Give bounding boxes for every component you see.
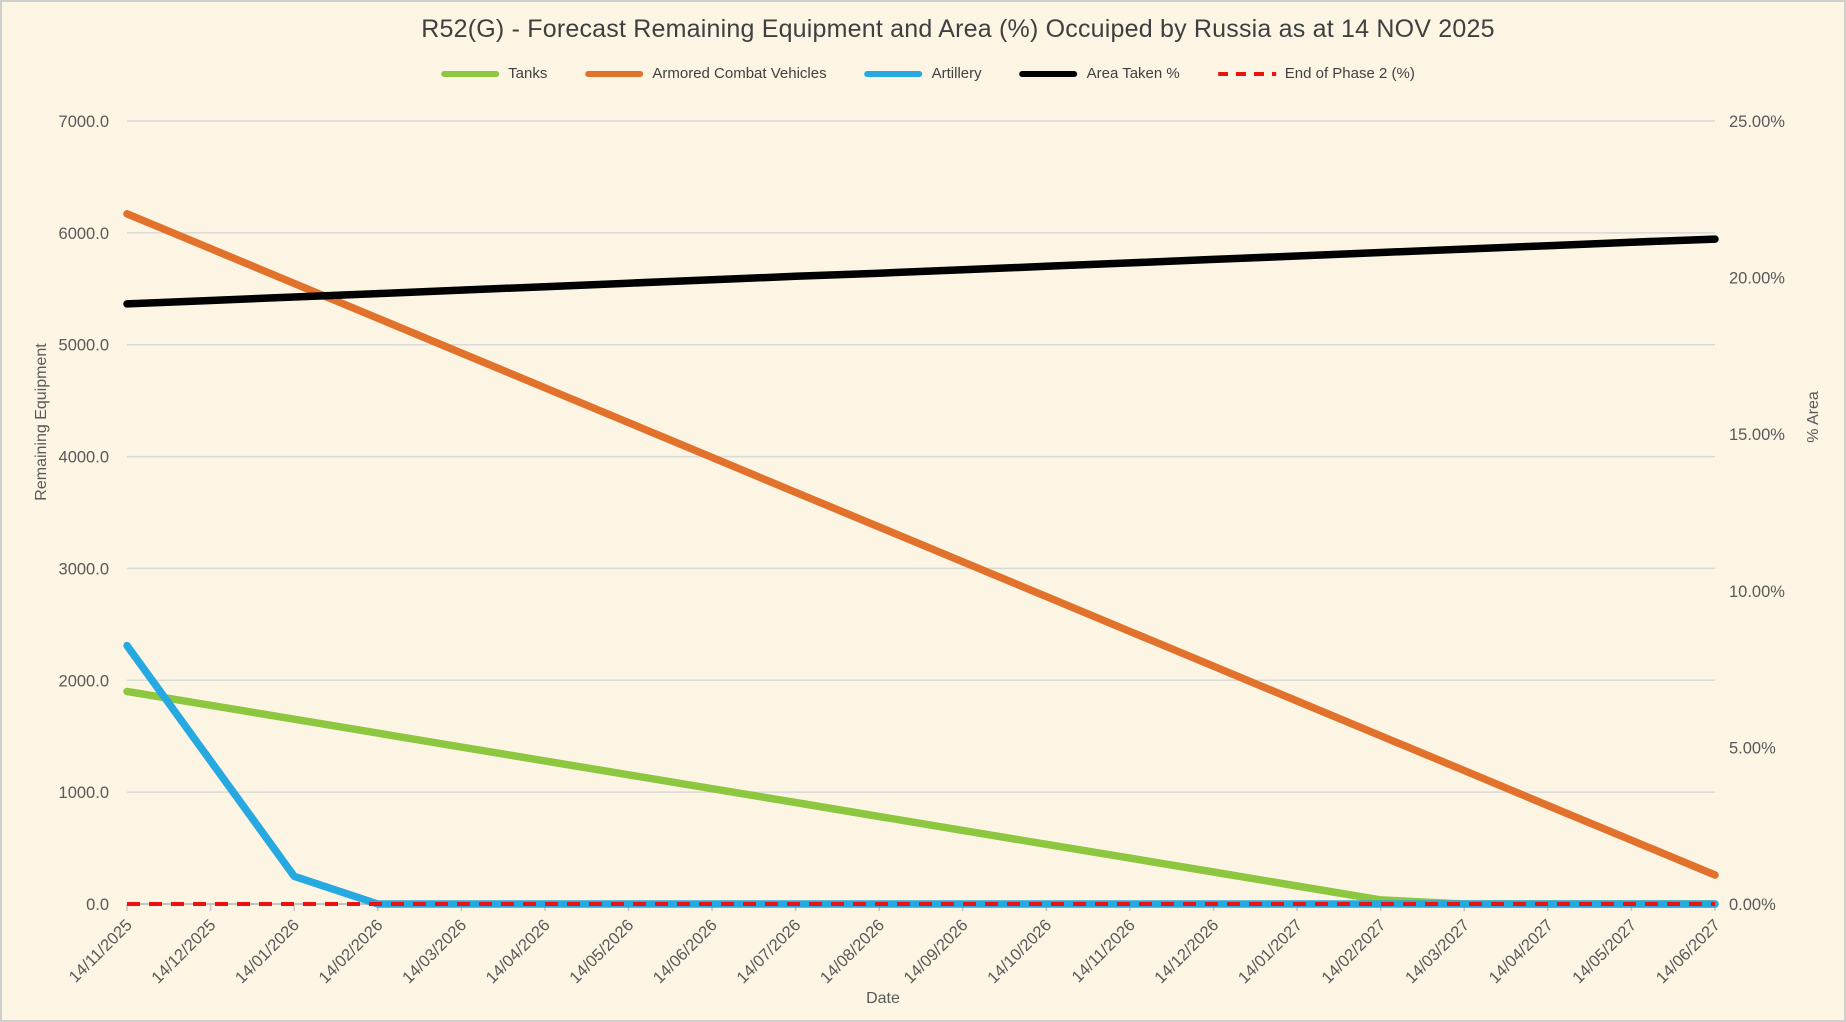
- x-tick-label: 14/04/2026: [483, 916, 554, 987]
- legend-line-icon: [1217, 71, 1276, 76]
- legend-label: Armored Combat Vehicles: [652, 65, 827, 82]
- series-line-armored-combat-vehicles: [123, 210, 1719, 879]
- legend-label: Artillery: [931, 65, 982, 82]
- x-tick-label: 14/10/2026: [984, 916, 1055, 987]
- x-tick-label: 14/11/2026: [1069, 916, 1139, 986]
- x-tick-label: 14/06/2026: [650, 916, 721, 987]
- right-tick-label: 15.00%: [1729, 426, 1785, 444]
- x-axis-title: Date: [866, 990, 900, 1007]
- x-tick-labels: 14/11/2025 14/12/2025 14/01/2026 14/02/2026…: [66, 916, 1724, 987]
- x-tick-label: 14/05/2026: [566, 916, 637, 987]
- right-tick-label: 0.00%: [1729, 896, 1776, 914]
- legend-line-icon: [441, 70, 500, 77]
- x-tick-label: 14/01/2026: [232, 916, 303, 987]
- legend-item: Area Taken %: [1019, 65, 1180, 82]
- left-tick-label: 2000.0: [59, 672, 109, 690]
- legend-item: Armored Combat Vehicles: [585, 65, 827, 82]
- left-tick-label: 5000.0: [59, 337, 109, 355]
- y-tick-labels-left: 0.0 1000.0 2000.0 3000.0 4000.0 5000.0 6000.0 7…: [59, 113, 109, 914]
- right-tick-label: 5.00%: [1729, 739, 1776, 757]
- x-tick-label: 14/09/2026: [900, 916, 971, 987]
- series-line-area-taken-: [123, 235, 1719, 308]
- x-tick-label: 14/02/2026: [315, 916, 386, 987]
- legend-line-icon: [864, 70, 923, 77]
- chart-title: R52(G) - Forecast Remaining Equipment an…: [421, 15, 1495, 43]
- x-tick-label: 14/12/2026: [1151, 916, 1222, 987]
- legend-label: Tanks: [508, 65, 548, 82]
- legend-item: End of Phase 2 (%): [1217, 65, 1415, 82]
- y-tick-labels-right: 0.00% 5.00% 10.00% 15.00% 20.00% 25.00%: [1729, 113, 1785, 914]
- legend-line-icon: [585, 70, 644, 77]
- x-tick-label: 14/07/2026: [733, 916, 804, 987]
- x-tick-label: 14/05/2027: [1569, 916, 1640, 987]
- x-tick-label: 14/12/2025: [148, 916, 219, 987]
- left-tick-label: 6000.0: [59, 225, 109, 243]
- x-tick-label: 14/02/2027: [1318, 916, 1389, 987]
- legend-line-icon: [1019, 70, 1078, 77]
- legend-label: Area Taken %: [1086, 65, 1180, 82]
- series-lines: [123, 210, 1719, 908]
- x-tick-label: 14/03/2026: [399, 916, 470, 987]
- series-line-tanks: [123, 687, 1719, 908]
- x-tick-label: 14/08/2026: [817, 916, 888, 987]
- right-axis-title: % Area: [1805, 391, 1822, 443]
- legend-label: End of Phase 2 (%): [1284, 65, 1415, 82]
- right-tick-label: 20.00%: [1729, 270, 1785, 288]
- right-tick-label: 25.00%: [1729, 113, 1785, 131]
- x-tick-label: 14/03/2027: [1402, 916, 1473, 987]
- legend-item: Tanks: [441, 65, 547, 82]
- chart-legend: Tanks Armored Combat Vehicles Artillery Are…: [441, 65, 1415, 82]
- x-tick-label: 14/11/2025: [66, 916, 136, 986]
- x-tick-label: 14/06/2027: [1653, 916, 1724, 987]
- left-tick-label: 3000.0: [59, 560, 109, 578]
- left-tick-label: 4000.0: [59, 449, 109, 467]
- left-tick-label: 1000.0: [59, 784, 109, 802]
- x-tick-label: 14/04/2027: [1486, 916, 1557, 987]
- legend-item: Artillery: [864, 65, 982, 82]
- left-tick-label: 7000.0: [59, 113, 109, 131]
- left-axis-title: Remaining Equipment: [33, 343, 50, 501]
- right-tick-label: 10.00%: [1729, 583, 1785, 601]
- gridlines: [127, 120, 1715, 905]
- x-tick-label: 14/01/2027: [1235, 916, 1306, 987]
- left-tick-label: 0.0: [86, 896, 109, 914]
